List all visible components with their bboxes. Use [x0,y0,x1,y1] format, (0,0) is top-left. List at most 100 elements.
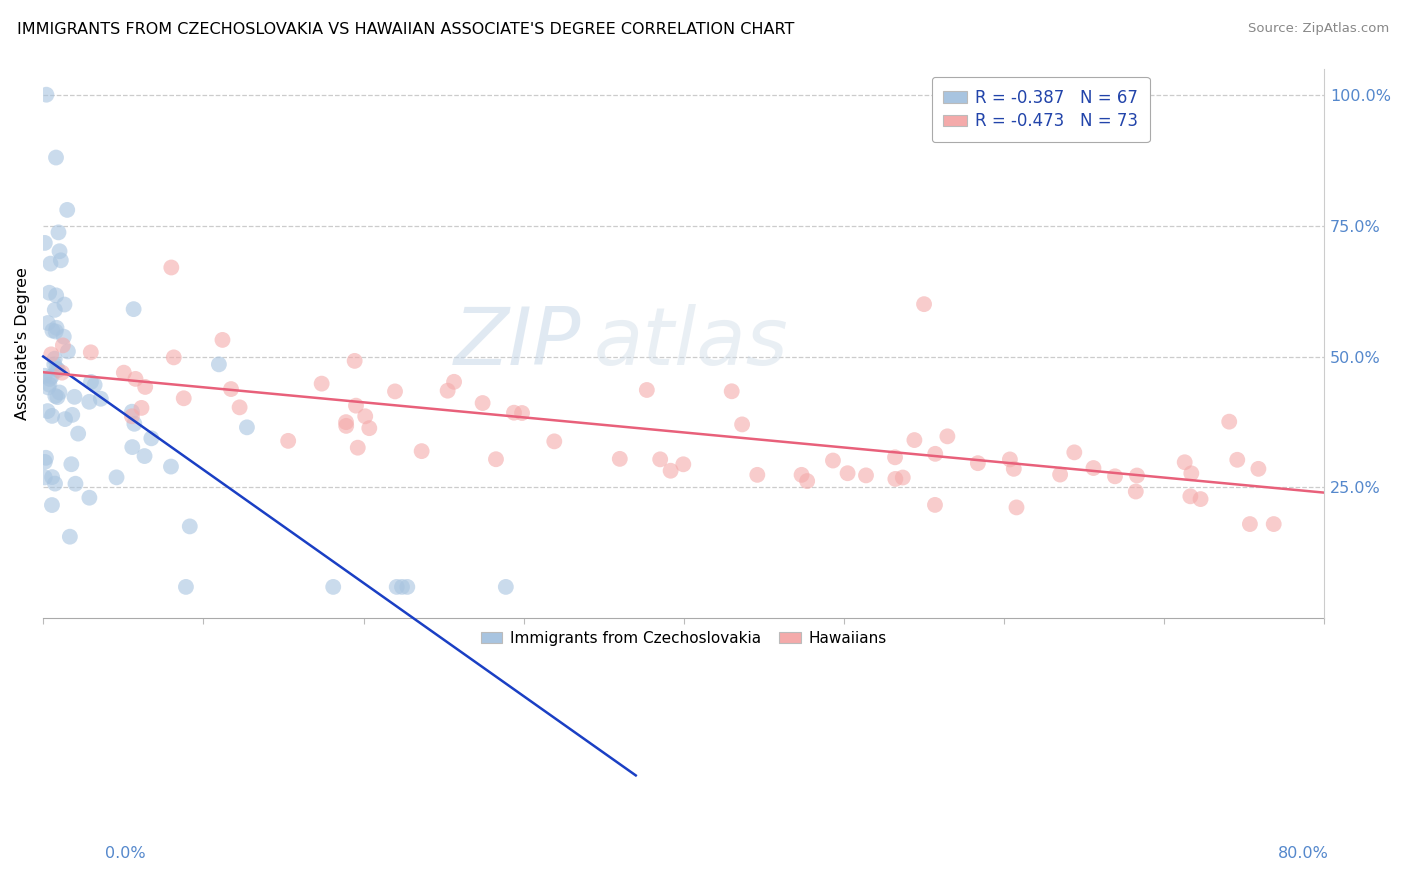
Point [1104,469,1126,483]
Point [49,253,72,268]
Point [1125,484,1147,499]
Point [609,451,631,466]
Point [35,450,58,465]
Point [79,491,101,505]
Point [65,476,87,491]
Point [924,447,946,461]
Point [436,384,458,398]
Point [44,358,66,372]
Point [443,375,465,389]
Point [385,580,408,594]
Point [53,412,76,426]
Point [141,431,163,445]
Point [37,380,59,394]
Point [124,372,146,386]
Point [359,421,381,435]
Point [821,453,844,467]
Point [495,580,517,594]
Point [672,458,695,472]
Point [41,470,63,484]
Point [208,357,231,371]
Point [131,401,153,415]
Point [219,382,242,396]
Point [163,351,186,365]
Point [1180,467,1202,481]
Point [346,441,368,455]
Point [322,580,344,594]
Point [41,498,63,512]
Point [56,344,79,359]
Point [1049,467,1071,482]
Point [48,226,70,240]
Point [60,408,83,422]
Point [344,399,367,413]
Point [56,202,79,217]
Point [471,396,494,410]
Point [46,363,69,377]
Point [236,420,259,434]
Point [52,338,75,352]
Point [411,444,433,458]
Point [335,415,357,429]
Point [912,297,935,311]
Point [510,406,533,420]
Point [884,450,907,465]
Point [1126,468,1149,483]
Point [80,375,103,389]
Point [485,452,508,467]
Text: 80.0%: 80.0% [1278,847,1329,861]
Text: Source: ZipAtlas.com: Source: ZipAtlas.com [1249,22,1389,36]
Point [1263,517,1285,532]
Point [45,321,67,335]
Point [45,288,67,302]
Point [884,472,907,486]
Point [211,333,233,347]
Point [121,409,143,424]
Point [790,467,813,482]
Point [46,390,69,404]
Point [45,151,67,165]
Point [41,409,63,423]
Point [1218,415,1240,429]
Text: atlas: atlas [595,304,789,383]
Point [1005,500,1028,515]
Point [37,316,59,330]
Point [503,406,526,420]
Text: ZIP: ZIP [454,304,581,383]
Point [83,378,105,392]
Point [59,530,82,544]
Point [44,302,66,317]
Point [45,325,67,339]
Point [160,260,183,275]
Point [60,457,83,471]
Point [179,519,201,533]
Point [998,452,1021,467]
Point [1174,455,1197,469]
Legend: Immigrants from Czechoslovakia, Hawaiians: Immigrants from Czechoslovakia, Hawaiian… [475,624,893,652]
Point [1063,445,1085,459]
Point [1180,489,1202,503]
Point [891,470,914,484]
Point [39,347,62,361]
Point [747,467,769,482]
Point [34,455,56,469]
Point [731,417,754,432]
Point [34,368,56,383]
Point [38,372,60,386]
Point [650,452,672,467]
Point [41,324,63,338]
Point [966,456,988,470]
Text: 0.0%: 0.0% [105,847,146,861]
Point [277,434,299,448]
Point [796,474,818,488]
Point [384,384,406,399]
Point [1189,492,1212,507]
Point [173,391,195,405]
Point [121,440,143,454]
Point [38,285,60,300]
Point [720,384,742,399]
Point [396,580,419,594]
Point [659,464,682,478]
Point [37,404,59,418]
Point [174,580,197,594]
